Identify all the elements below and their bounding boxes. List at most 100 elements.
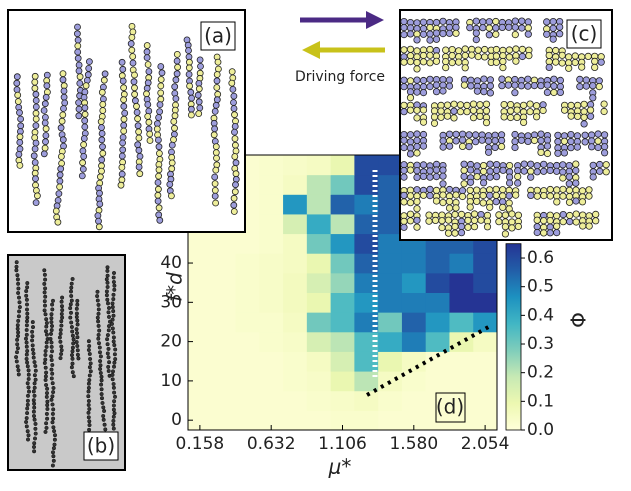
particle	[438, 114, 444, 120]
heat-cell	[378, 351, 402, 371]
particle	[17, 146, 23, 152]
particle	[213, 144, 219, 150]
particle	[106, 302, 110, 306]
particle	[34, 193, 40, 199]
particle	[509, 225, 515, 231]
particle	[74, 31, 80, 37]
particle	[401, 77, 407, 83]
particle	[431, 108, 437, 114]
particle	[577, 76, 583, 82]
panel-label: (b)	[87, 434, 115, 458]
heat-cell	[331, 332, 355, 352]
colorbar	[506, 244, 521, 430]
particle	[135, 116, 141, 122]
x-tick-label: 1.106	[318, 434, 367, 454]
particle	[568, 145, 574, 151]
particle	[120, 66, 126, 72]
particle	[83, 83, 89, 89]
colorbar-tick-label: 0.5	[527, 277, 554, 297]
particle	[232, 154, 238, 160]
particle	[15, 99, 21, 105]
heat-cell	[283, 351, 307, 371]
particle	[76, 106, 82, 112]
particle	[579, 199, 585, 205]
particle	[459, 137, 465, 143]
particle	[186, 48, 192, 54]
y-axis-label: f*d	[163, 272, 187, 302]
particle	[550, 36, 556, 42]
particle	[458, 230, 464, 236]
heat-cell	[283, 175, 307, 195]
particle	[461, 167, 467, 173]
particle	[87, 348, 91, 352]
particle	[146, 119, 152, 125]
particle	[147, 138, 153, 144]
particle	[75, 331, 79, 335]
heat-cell	[259, 273, 283, 293]
particle	[17, 110, 23, 116]
particle	[31, 348, 35, 352]
particle	[555, 139, 561, 145]
particle	[438, 108, 444, 114]
particle	[534, 187, 540, 193]
particle	[554, 199, 560, 205]
panel-label: (c)	[571, 22, 598, 46]
particle	[100, 388, 104, 392]
particle	[518, 137, 524, 143]
particle	[509, 219, 515, 225]
particle	[155, 180, 161, 186]
particle	[156, 115, 162, 121]
particle	[477, 102, 483, 108]
particle	[440, 181, 446, 187]
particle	[43, 287, 47, 291]
particle	[49, 332, 53, 336]
particle	[196, 86, 202, 92]
particle	[156, 144, 162, 150]
particle	[420, 131, 426, 137]
particle	[52, 429, 56, 433]
particle	[111, 373, 115, 377]
particle	[121, 122, 127, 128]
particle	[546, 64, 552, 70]
particle	[53, 433, 57, 437]
particle	[475, 47, 481, 53]
particle	[97, 324, 101, 328]
particle	[69, 303, 73, 307]
particle	[401, 137, 407, 143]
particle	[414, 150, 420, 156]
particle	[72, 374, 76, 378]
particle	[60, 137, 66, 143]
particle	[113, 361, 117, 365]
particle	[33, 382, 37, 386]
heat-cell	[236, 351, 260, 371]
heat-cell	[212, 253, 236, 273]
particle	[112, 340, 116, 344]
particle	[427, 192, 433, 198]
particle	[433, 198, 439, 204]
particle	[57, 184, 63, 190]
particle	[478, 217, 484, 223]
particle	[82, 105, 88, 111]
heat-cell	[307, 155, 331, 175]
particle	[99, 157, 105, 163]
particle	[70, 282, 74, 286]
particle	[444, 113, 450, 119]
particle	[541, 168, 547, 174]
particle	[88, 357, 92, 361]
heat-cell	[378, 312, 402, 332]
particle	[87, 399, 91, 403]
particle	[106, 285, 110, 289]
heat-cell	[449, 273, 473, 293]
heat-cell	[331, 371, 355, 391]
particle	[17, 310, 21, 314]
particle	[157, 102, 163, 108]
particle	[105, 293, 109, 297]
particle	[14, 80, 20, 86]
particle	[440, 173, 446, 179]
particle	[414, 224, 420, 230]
particle	[132, 91, 138, 97]
particle	[485, 138, 491, 144]
particle	[113, 411, 117, 415]
particle	[414, 107, 420, 113]
particle	[60, 308, 64, 312]
